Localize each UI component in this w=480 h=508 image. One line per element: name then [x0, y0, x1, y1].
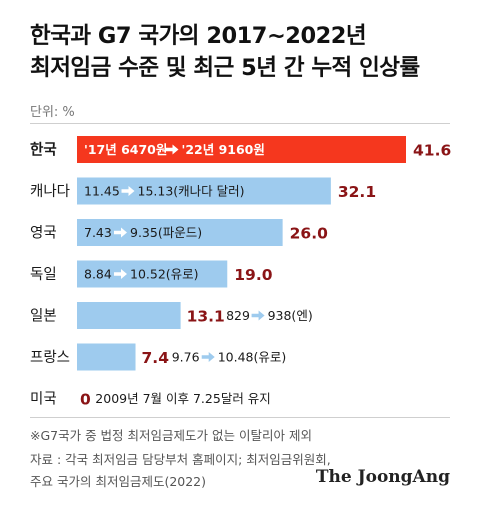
publisher-logo: The JoongAng [315, 467, 450, 487]
arrow-icon [121, 186, 135, 196]
category-label: 프랑스 [30, 349, 70, 366]
category-label: 미국 [30, 391, 57, 408]
top-divider [30, 123, 450, 124]
value-label: 13.1 [187, 308, 225, 326]
value-label: 0 [80, 391, 91, 409]
annotation-from: 8.84 [84, 267, 112, 282]
annotation-to: '22년 9160원 [182, 142, 265, 157]
bar [77, 260, 228, 288]
value-label: 19.0 [234, 266, 272, 284]
annotation-to: 938(엔) [268, 308, 313, 323]
annotation-from: '17년 6470원 [84, 142, 167, 157]
annotation-to: 10.48(유로) [218, 350, 287, 365]
bottom-divider [30, 417, 450, 418]
value-label: 26.0 [290, 225, 328, 243]
category-label: 일본 [30, 308, 57, 325]
bar [77, 136, 406, 163]
source-note: 자료 : 각국 최저임금 담당부처 홈페이지; 최저임금위원회, 주요 국가의 … [30, 449, 350, 493]
annotation-from: 7.43 [84, 225, 112, 240]
footnote: ※G7국가 중 법정 최저임금제도가 없는 이탈리아 제외 [30, 428, 312, 443]
annotation-to: 15.13(캐나다 달러) [138, 184, 245, 199]
unit-label: 단위: % [30, 105, 75, 120]
annotation-from: 2009년 7월 이후 7.25달러 유지 [95, 391, 270, 406]
source-line2: 주요 국가의 최저임금제도(2022) [30, 474, 207, 489]
category-label: 독일 [30, 266, 57, 283]
arrow-icon [114, 269, 127, 279]
arrow-icon [201, 352, 215, 362]
bar [77, 343, 136, 371]
source-line1: 자료 : 각국 최저임금 담당부처 홈페이지; 최저임금위원회, [30, 452, 331, 467]
annotation-from: 11.45 [84, 184, 120, 199]
arrow-icon [114, 227, 127, 238]
annotation-to: 10.52(유로) [130, 267, 199, 282]
value-label: 32.1 [338, 183, 376, 201]
bar [77, 302, 181, 329]
value-label: 7.4 [142, 349, 170, 367]
annotation-from: 9.76 [172, 350, 200, 365]
chart-title-line2: 최저임금 수준 및 최근 5년 간 누적 인상률 [30, 55, 420, 81]
chart-title-line1: 한국과 G7 국가의 2017~2022년 [30, 23, 367, 49]
bar [77, 219, 283, 246]
arrow-icon [251, 310, 265, 321]
annotation-to: 9.35(파운드) [130, 225, 202, 240]
value-label: 41.6 [413, 142, 451, 160]
bar [77, 177, 331, 205]
category-label: 캐나다 [30, 183, 70, 200]
chart-title: 한국과 G7 국가의 2017~2022년 최저임금 수준 및 최근 5년 간 … [30, 20, 460, 84]
arrow-icon [165, 144, 179, 155]
category-label: 영국 [30, 225, 57, 242]
annotation-from: 829 [226, 308, 250, 323]
category-label: 한국 [30, 142, 57, 159]
